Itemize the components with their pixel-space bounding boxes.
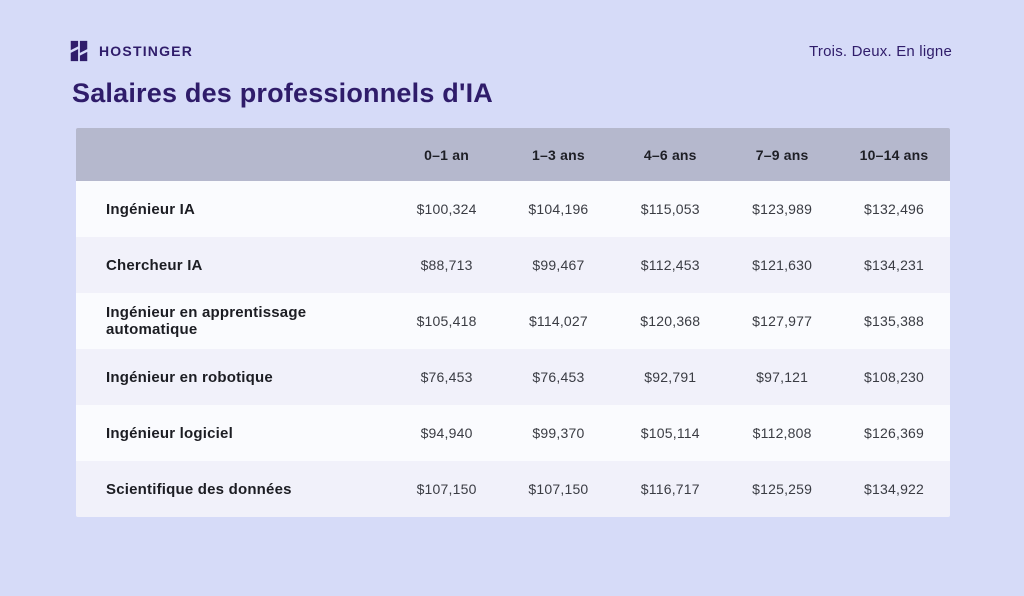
salary-cell: $132,496	[838, 181, 950, 237]
column-header-4-6: 4–6 ans	[614, 128, 727, 181]
salary-cell: $126,369	[838, 405, 950, 461]
salary-cell: $88,713	[390, 237, 503, 293]
row-label: Chercheur IA	[76, 237, 391, 293]
salary-cell: $107,150	[502, 461, 615, 517]
salary-cell: $107,150	[390, 461, 503, 517]
table-row: Ingénieur en apprentissage automatique $…	[76, 293, 950, 349]
salary-cell: $116,717	[614, 461, 727, 517]
top-bar: HOSTINGER Trois. Deux. En ligne	[68, 38, 952, 64]
salary-cell: $120,368	[614, 293, 727, 349]
salary-cell: $112,453	[614, 237, 727, 293]
table-header-row: 0–1 an 1–3 ans 4–6 ans 7–9 ans 10–14 ans	[76, 128, 950, 181]
salary-cell: $94,940	[390, 405, 503, 461]
salary-cell: $125,259	[726, 461, 839, 517]
brand-tagline: Trois. Deux. En ligne	[809, 42, 952, 60]
salary-cell: $108,230	[838, 349, 950, 405]
table-row: Ingénieur IA $100,324 $104,196 $115,053 …	[76, 181, 950, 237]
salary-cell: $76,453	[502, 349, 615, 405]
row-label: Scientifique des données	[76, 461, 391, 517]
salary-cell: $99,467	[502, 237, 615, 293]
salary-cell: $134,922	[838, 461, 950, 517]
salary-cell: $115,053	[614, 181, 727, 237]
column-header-empty	[76, 128, 391, 181]
brand-name: HOSTINGER	[99, 43, 194, 59]
column-header-7-9: 7–9 ans	[726, 128, 839, 181]
column-header-0-1: 0–1 an	[390, 128, 503, 181]
brand-logo: HOSTINGER	[68, 40, 193, 62]
salary-cell: $105,114	[614, 405, 727, 461]
salary-cell: $100,324	[390, 181, 503, 237]
row-label: Ingénieur en apprentissage automatique	[76, 293, 391, 349]
hostinger-h-icon	[68, 40, 90, 62]
salary-table: 0–1 an 1–3 ans 4–6 ans 7–9 ans 10–14 ans…	[76, 128, 950, 517]
salary-cell: $114,027	[502, 293, 615, 349]
salary-cell: $76,453	[390, 349, 503, 405]
page-title: Salaires des professionnels d'IA	[72, 78, 493, 108]
row-label: Ingénieur IA	[76, 181, 391, 237]
salary-cell: $112,808	[726, 405, 839, 461]
salary-cell: $121,630	[726, 237, 839, 293]
table-row: Scientifique des données $107,150 $107,1…	[76, 461, 950, 517]
table-row: Chercheur IA $88,713 $99,467 $112,453 $1…	[76, 237, 950, 293]
salary-cell: $105,418	[390, 293, 503, 349]
column-header-1-3: 1–3 ans	[502, 128, 615, 181]
column-header-10-14: 10–14 ans	[838, 128, 950, 181]
salary-cell: $104,196	[502, 181, 615, 237]
salary-cell: $92,791	[614, 349, 727, 405]
table-row: Ingénieur en robotique $76,453 $76,453 $…	[76, 349, 950, 405]
row-label: Ingénieur logiciel	[76, 405, 391, 461]
row-label: Ingénieur en robotique	[76, 349, 391, 405]
salary-cell: $97,121	[726, 349, 839, 405]
table-row: Ingénieur logiciel $94,940 $99,370 $105,…	[76, 405, 950, 461]
salary-cell: $123,989	[726, 181, 839, 237]
salary-cell: $127,977	[726, 293, 839, 349]
salary-table-container: 0–1 an 1–3 ans 4–6 ans 7–9 ans 10–14 ans…	[76, 128, 950, 517]
salary-cell: $99,370	[502, 405, 615, 461]
salary-cell: $134,231	[838, 237, 950, 293]
salary-cell: $135,388	[838, 293, 950, 349]
